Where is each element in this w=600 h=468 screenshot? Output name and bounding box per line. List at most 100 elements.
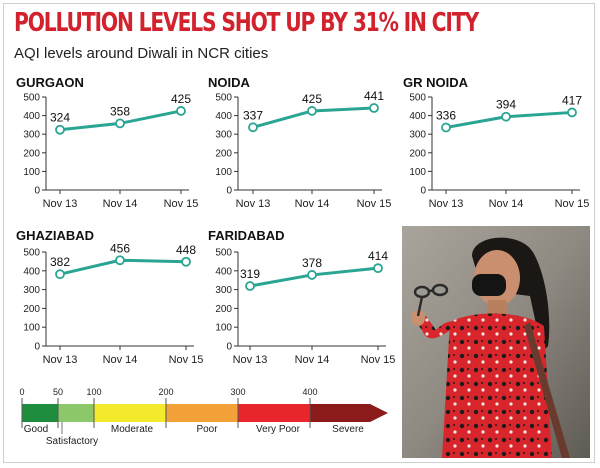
chart-title-gurgaon: GURGAON: [16, 75, 84, 90]
y-tick-label-gr-noida: 200: [409, 148, 426, 159]
aqi-band-label-satisfactory: Satisfactory: [46, 436, 98, 447]
chart-title-faridabad: FARIDABAD: [208, 228, 285, 243]
data-label-gr-noida: 336: [436, 109, 456, 123]
data-point-faridabad: [373, 263, 383, 274]
aqi-band-label-severe: Severe: [332, 424, 364, 435]
x-tick-label-gr-noida: Nov 15: [555, 198, 590, 210]
aqi-band-satisfactory: [58, 404, 94, 422]
data-point-gr-noida: [441, 122, 451, 133]
data-label-gurgaon: 324: [50, 111, 70, 125]
data-label-noida: 337: [243, 108, 263, 122]
x-tick-label-gurgaon: Nov 13: [43, 198, 78, 210]
subhead: AQI levels around Diwali in NCR cities: [14, 45, 269, 62]
x-tick-label-ghaziabad: Nov 15: [169, 354, 204, 366]
data-point-ghaziabad: [181, 256, 191, 267]
data-point-noida: [307, 106, 317, 116]
data-point-gr-noida: [501, 111, 511, 122]
data-point-gurgaon: [115, 118, 125, 129]
y-tick-label-gurgaon: 0: [34, 186, 40, 197]
x-tick-label-gr-noida: Nov 14: [489, 198, 524, 210]
aqi-scale-tick-label: 200: [158, 387, 173, 397]
y-tick-label-faridabad: 100: [215, 323, 232, 334]
aqi-scale-tick-label: 400: [302, 387, 317, 397]
chart-title-gr-noida: GR NOIDA: [403, 75, 469, 90]
data-label-faridabad: 414: [368, 249, 388, 263]
y-tick-label-noida: 400: [215, 111, 232, 122]
aqi-band-label-good: Good: [24, 424, 48, 435]
y-tick-label-noida: 500: [215, 93, 232, 104]
y-tick-label-noida: 300: [215, 130, 232, 141]
sunglasses-icon: [413, 283, 449, 317]
x-tick-label-gurgaon: Nov 14: [103, 198, 138, 210]
y-tick-label-gurgaon: 300: [23, 130, 40, 141]
x-tick-label-noida: Nov 13: [236, 198, 271, 210]
x-tick-label-gr-noida: Nov 13: [429, 198, 464, 210]
data-point-noida: [369, 103, 379, 113]
aqi-scale-tick-label: 0: [19, 387, 24, 397]
dress: [442, 313, 552, 458]
face-mask: [472, 274, 506, 296]
y-tick-label-ghaziabad: 300: [23, 285, 40, 296]
aqi-band-good: [22, 404, 58, 422]
y-tick-label-faridabad: 200: [215, 304, 232, 315]
data-point-ghaziabad: [115, 255, 125, 266]
y-tick-label-ghaziabad: 400: [23, 266, 40, 277]
data-label-gr-noida: 417: [562, 93, 582, 107]
y-tick-label-gurgaon: 200: [23, 148, 40, 159]
aqi-band-label-poor: Poor: [196, 424, 218, 435]
x-tick-label-faridabad: Nov 14: [295, 354, 330, 366]
aqi-band-poor: [166, 404, 238, 422]
y-tick-label-ghaziabad: 100: [23, 323, 40, 334]
data-label-noida: 425: [302, 92, 322, 106]
y-tick-label-gr-noida: 500: [409, 93, 426, 104]
aqi-scale-tick-label: 100: [86, 387, 101, 397]
x-tick-label-ghaziabad: Nov 14: [103, 354, 138, 366]
chart-title-noida: NOIDA: [208, 75, 251, 90]
data-label-faridabad: 378: [302, 256, 322, 270]
y-tick-label-gurgaon: 400: [23, 111, 40, 122]
y-tick-label-faridabad: 0: [226, 342, 232, 353]
y-tick-label-gr-noida: 400: [409, 111, 426, 122]
bag-strap: [524, 322, 570, 458]
y-tick-label-gr-noida: 0: [420, 186, 426, 197]
aqi-band-label-moderate: Moderate: [111, 424, 154, 435]
data-label-gr-noida: 394: [496, 98, 516, 112]
data-point-ghaziabad: [55, 269, 65, 280]
x-tick-label-noida: Nov 14: [295, 198, 330, 210]
aqi-band-severe: [310, 404, 388, 422]
data-label-gurgaon: 358: [110, 104, 130, 118]
aqi-band-moderate: [94, 404, 166, 422]
data-point-gr-noida: [567, 107, 577, 118]
data-point-faridabad: [245, 281, 255, 291]
y-tick-label-ghaziabad: 0: [34, 342, 40, 353]
y-tick-label-noida: 0: [226, 186, 232, 197]
x-tick-label-faridabad: Nov 13: [233, 354, 268, 366]
data-point-noida: [248, 122, 258, 133]
y-tick-label-noida: 100: [215, 167, 232, 178]
data-point-gurgaon: [176, 106, 186, 116]
data-point-faridabad: [307, 270, 317, 280]
y-tick-label-faridabad: 400: [215, 266, 232, 277]
infographic-frame: [3, 3, 595, 463]
y-tick-label-gr-noida: 100: [409, 167, 426, 178]
photo-woman-in-smog: [402, 226, 590, 458]
x-tick-label-faridabad: Nov 15: [361, 354, 396, 366]
aqi-scale-tick-label: 300: [230, 387, 245, 397]
y-tick-label-gurgaon: 100: [23, 167, 40, 178]
data-label-gurgaon: 425: [171, 92, 191, 106]
data-label-noida: 441: [364, 89, 384, 103]
y-tick-label-faridabad: 300: [215, 285, 232, 296]
chart-title-ghaziabad: GHAZIABAD: [16, 228, 94, 243]
aqi-scale-tick-label: 50: [53, 387, 63, 397]
data-label-faridabad: 319: [240, 267, 260, 281]
x-tick-label-ghaziabad: Nov 13: [43, 354, 78, 366]
data-point-gurgaon: [55, 124, 65, 135]
aqi-band-very-poor: [238, 404, 310, 422]
hand: [411, 310, 425, 326]
y-tick-label-gr-noida: 300: [409, 130, 426, 141]
data-label-ghaziabad: 382: [50, 255, 70, 269]
y-tick-label-ghaziabad: 500: [23, 248, 40, 259]
y-tick-label-ghaziabad: 200: [23, 304, 40, 315]
y-tick-label-noida: 200: [215, 148, 232, 159]
